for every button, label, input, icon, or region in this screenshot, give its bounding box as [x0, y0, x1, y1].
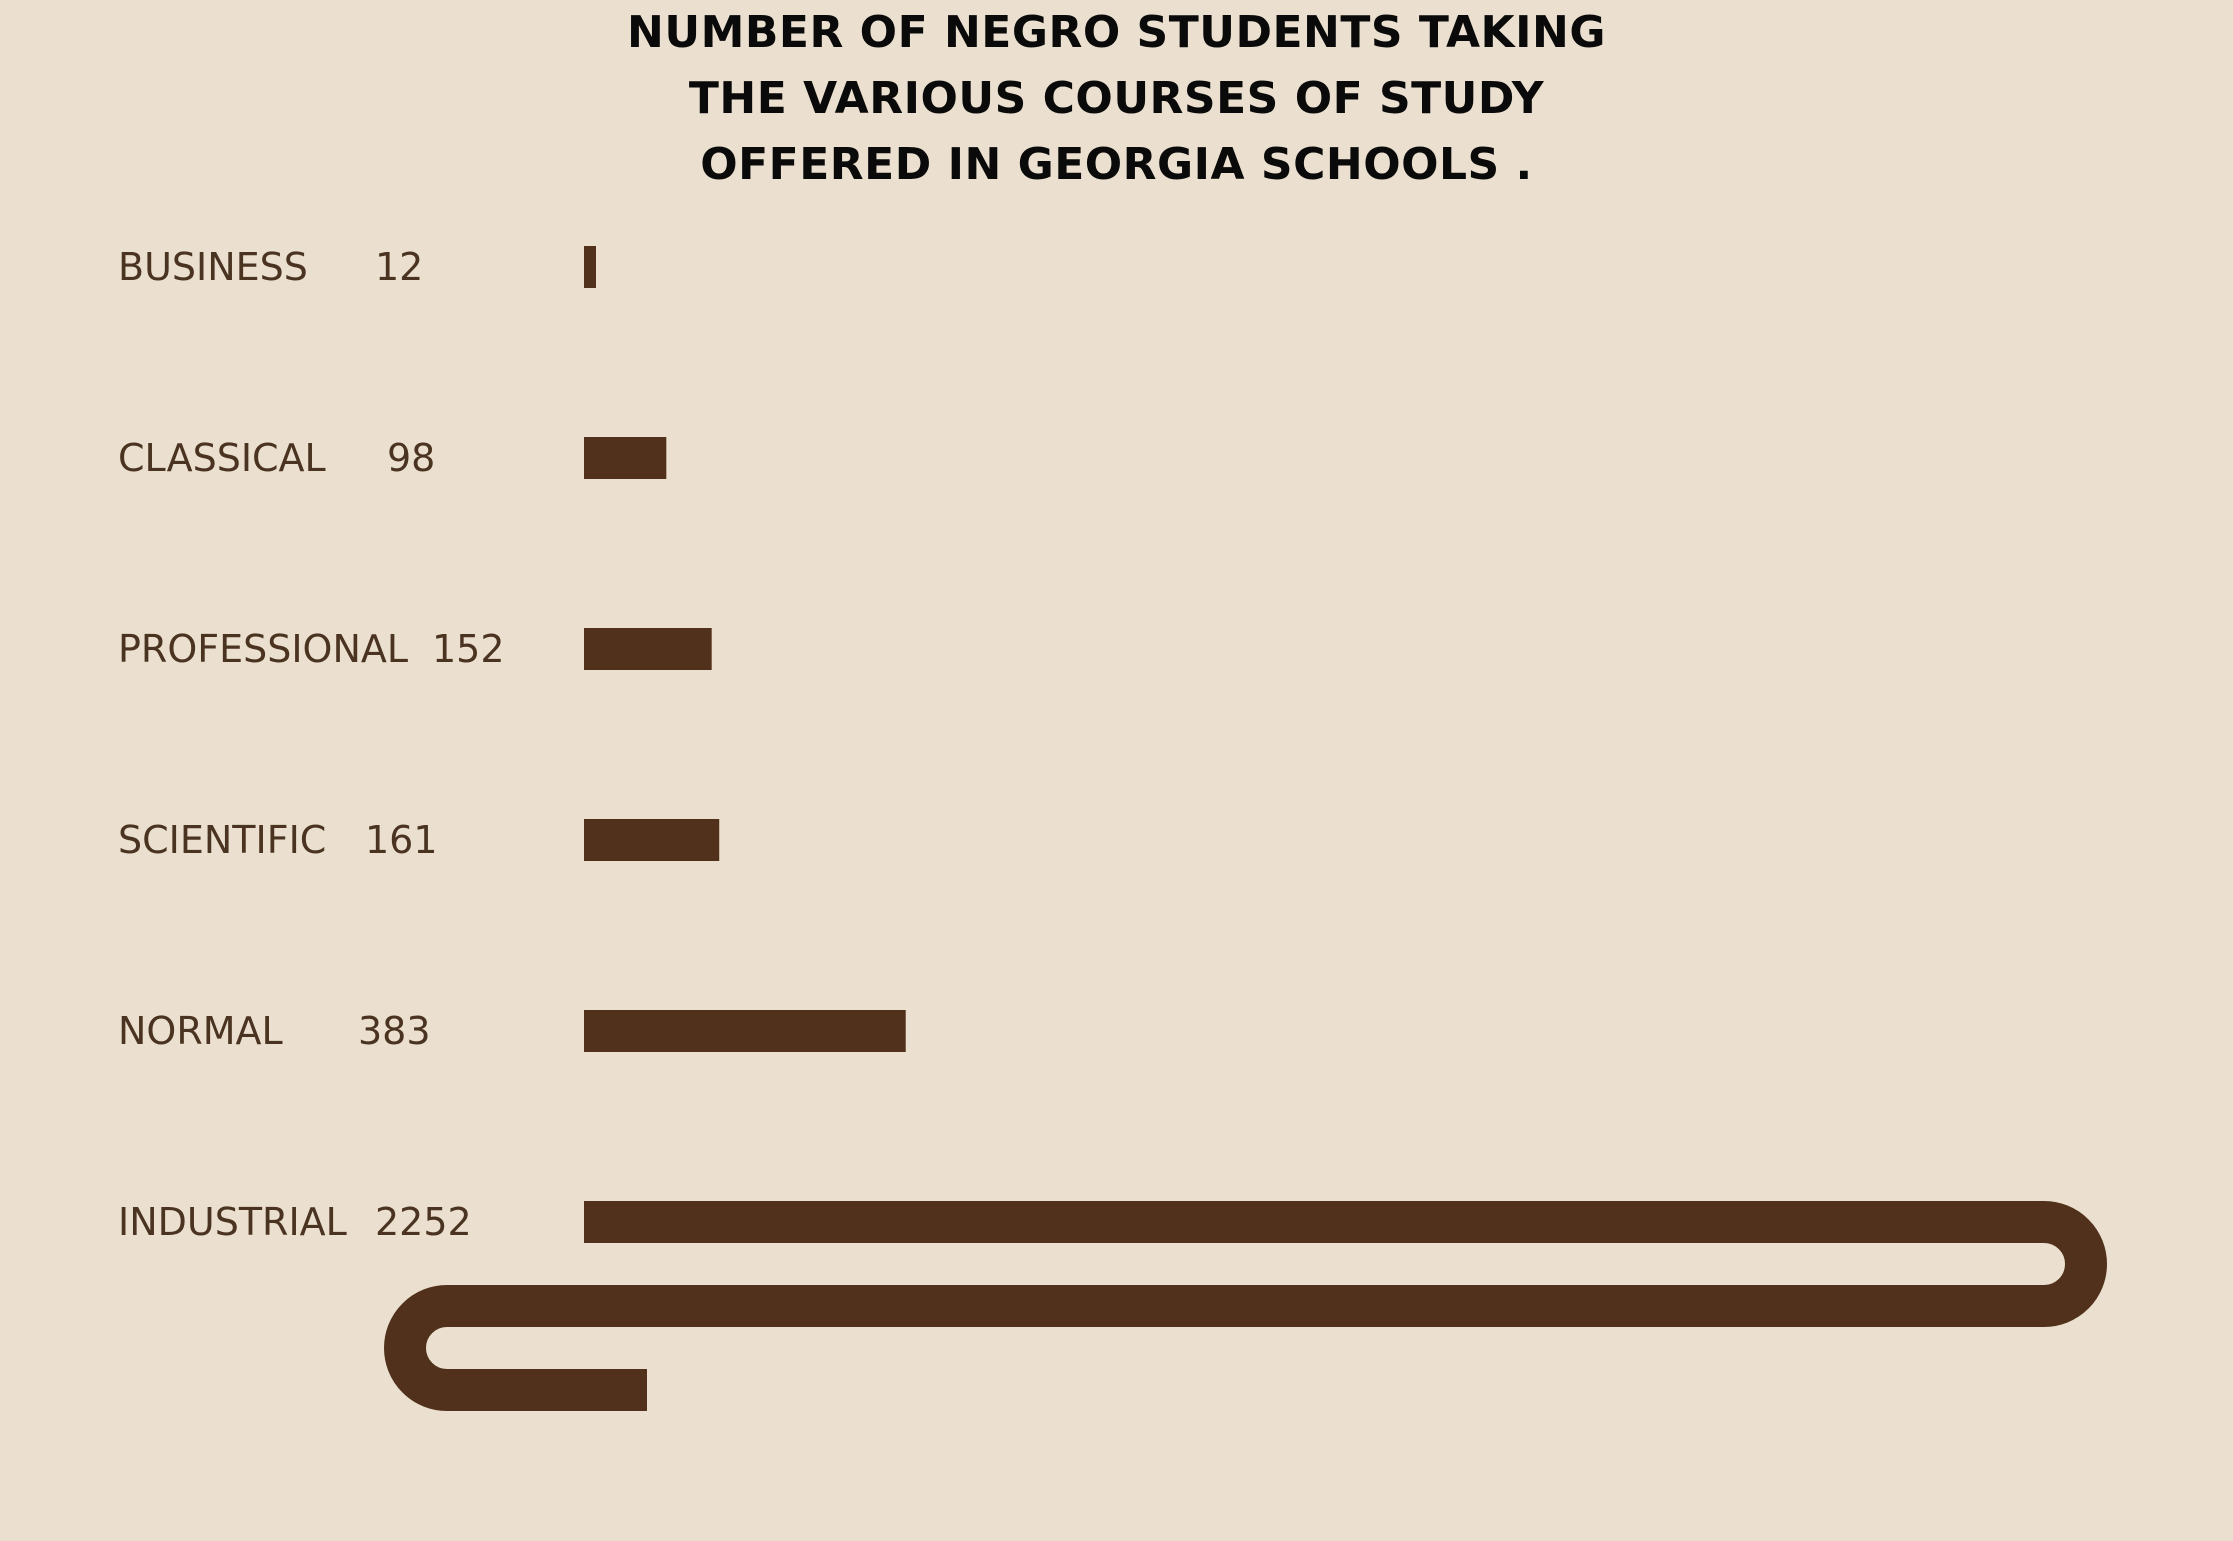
value-label-normal: 383 [358, 1009, 431, 1053]
category-label-business: BUSINESS [118, 245, 308, 289]
bar-professional [584, 628, 712, 670]
category-label-industrial: INDUSTRIAL [118, 1200, 347, 1244]
bar-scientific [584, 819, 720, 861]
title-line-1: NUMBER OF NEGRO STUDENTS TAKING [627, 7, 1606, 58]
bars [384, 246, 2107, 1411]
bar-normal [584, 1010, 906, 1052]
category-label-normal: NORMAL [118, 1009, 283, 1053]
value-label-classical: 98 [387, 436, 435, 480]
bar-industrial [384, 1201, 2107, 1411]
title-line-3: OFFERED IN GEORGIA SCHOOLS . [700, 139, 1533, 190]
category-label-professional: PROFESSIONAL [118, 627, 408, 671]
title-line-2: THE VARIOUS COURSES OF STUDY [688, 73, 1545, 124]
category-label-classical: CLASSICAL [118, 436, 326, 480]
value-label-scientific: 161 [365, 818, 438, 862]
category-label-scientific: SCIENTIFIC [118, 818, 326, 862]
bar-business [584, 246, 596, 288]
bar-classical [584, 437, 667, 479]
chart-title: NUMBER OF NEGRO STUDENTS TAKING THE VARI… [0, 0, 2233, 198]
value-label-industrial: 2252 [375, 1200, 472, 1244]
value-label-professional: 152 [432, 627, 505, 671]
value-label-business: 12 [375, 245, 423, 289]
category-labels: BUSINESS 12 CLASSICAL 98 PROFESSIONAL 152 SCIE… [118, 245, 505, 1244]
